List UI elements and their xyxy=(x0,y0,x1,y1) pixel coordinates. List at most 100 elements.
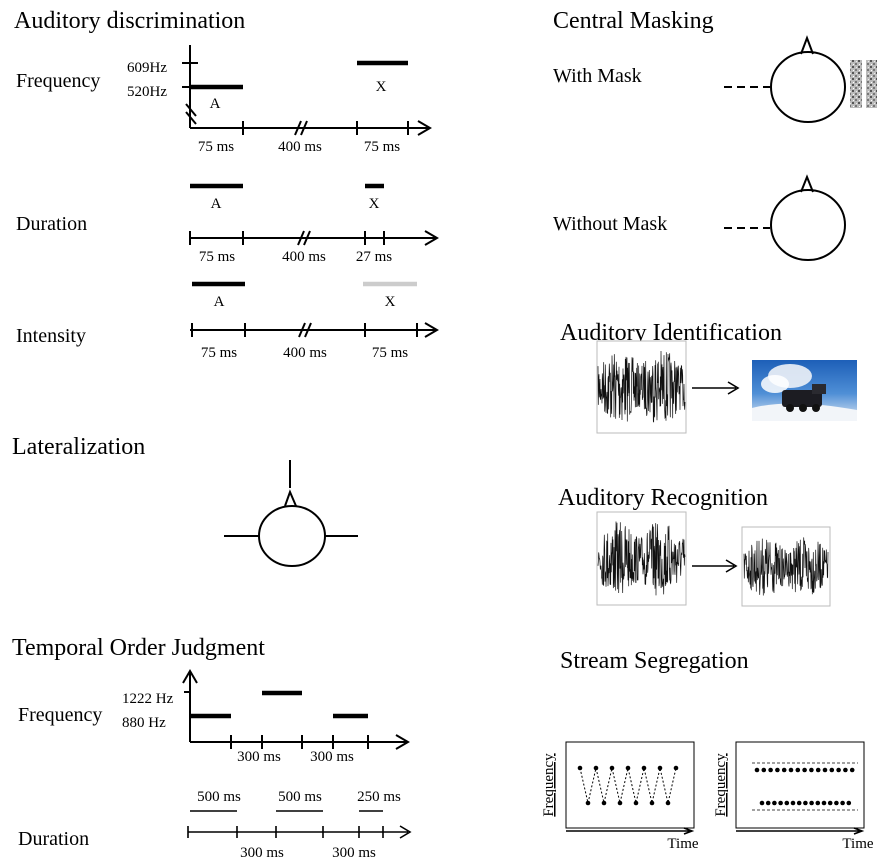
row-label: Duration xyxy=(18,828,89,850)
tone-dot xyxy=(754,767,760,773)
tone-dot xyxy=(809,767,814,773)
tone-dot xyxy=(796,800,802,806)
tone-label: A xyxy=(210,96,221,112)
time-label: 300 ms xyxy=(332,845,376,860)
condition-label: With Mask xyxy=(553,65,642,87)
time-label: 400 ms xyxy=(283,345,327,361)
central-masking: Central Masking With Mask Without Mask xyxy=(553,8,877,261)
freq-label: 1222 Hz xyxy=(122,691,174,707)
tone-dot xyxy=(784,800,790,806)
row-label: Frequency xyxy=(16,70,100,92)
section-title: Central Masking xyxy=(553,8,714,34)
tone-dot xyxy=(846,800,852,806)
tone-label: 500 ms xyxy=(197,789,241,805)
tone-dot xyxy=(657,765,663,771)
nose xyxy=(284,489,297,507)
head xyxy=(770,189,846,261)
axis-break xyxy=(185,103,197,125)
tone-dot xyxy=(802,767,807,773)
tone-dot xyxy=(765,800,771,806)
tone-dot xyxy=(761,767,767,773)
ticks xyxy=(189,230,385,246)
freq-label: 520Hz xyxy=(127,84,167,100)
time-axis xyxy=(190,734,410,750)
section-title: Auditory Recognition xyxy=(558,485,768,511)
time-arrow xyxy=(566,827,695,835)
tone-dot xyxy=(577,765,583,771)
time-label: 300 ms xyxy=(310,749,354,765)
row-label: Duration xyxy=(16,213,87,235)
time-label: 75 ms xyxy=(372,345,408,361)
time-label: 300 ms xyxy=(240,845,284,860)
arrow xyxy=(692,559,738,573)
tone-dot xyxy=(609,765,615,771)
ticks xyxy=(230,735,369,749)
tone-dot xyxy=(601,800,607,806)
head xyxy=(258,505,326,567)
ticks xyxy=(242,120,409,136)
axis-label: Frequency xyxy=(541,753,557,817)
tone-dot xyxy=(775,767,780,773)
tone-dot xyxy=(641,765,647,771)
time-label: 75 ms xyxy=(198,139,234,155)
nose xyxy=(800,174,814,193)
time-label: 400 ms xyxy=(282,249,326,265)
tone-dot xyxy=(625,765,631,771)
tone-dot xyxy=(803,800,808,806)
time-axis xyxy=(190,120,432,136)
tone-dot xyxy=(617,800,623,806)
tone-dot xyxy=(815,800,821,806)
time-axis xyxy=(188,825,412,839)
section-title: Temporal Order Judgment xyxy=(12,635,265,661)
tone-dot xyxy=(768,767,773,773)
waveform xyxy=(743,537,829,596)
tone-label: 500 ms xyxy=(278,789,322,805)
nose xyxy=(800,35,814,55)
tone-dot xyxy=(809,800,814,806)
tone-label: X xyxy=(369,196,380,212)
time-axis xyxy=(190,230,439,246)
train-photo xyxy=(752,360,857,421)
tone-dot xyxy=(795,767,801,773)
freq-axis xyxy=(182,669,198,742)
tone-dot xyxy=(673,765,679,771)
tone-dot xyxy=(759,800,765,806)
ticks xyxy=(187,826,384,838)
freq-label: 880 Hz xyxy=(122,715,166,731)
tone-dot xyxy=(633,800,639,806)
time-arrow xyxy=(736,827,865,835)
time-label: 75 ms xyxy=(201,345,237,361)
tone-dot xyxy=(781,767,787,773)
tone-dot xyxy=(665,800,671,806)
tone-dot xyxy=(840,800,845,806)
tone-label: X xyxy=(376,79,387,95)
head xyxy=(770,51,846,123)
waveform xyxy=(597,521,686,596)
stream-segregation: Stream Segregation Frequency Time Freque… xyxy=(541,648,874,852)
tone-dot xyxy=(815,767,821,773)
tone-dot xyxy=(829,767,835,773)
section-title: Auditory discrimination xyxy=(14,8,245,34)
tone-dot xyxy=(849,767,855,773)
tone-dot xyxy=(843,767,848,773)
auditory-recognition: Auditory Recognition xyxy=(558,485,831,607)
time-label: 300 ms xyxy=(237,749,281,765)
ticks xyxy=(191,322,418,338)
time-label: 75 ms xyxy=(199,249,235,265)
time-label: 400 ms xyxy=(278,139,322,155)
auditory-identification: Auditory Identification xyxy=(560,320,857,434)
tone-dot xyxy=(772,800,777,806)
tone-label: 250 ms xyxy=(357,789,401,805)
tone-dot xyxy=(821,800,827,806)
time-label: 27 ms xyxy=(356,249,392,265)
mask-noise xyxy=(866,60,877,108)
tone-label: X xyxy=(385,294,396,310)
lateralization: Lateralization xyxy=(12,434,358,567)
tone-dot xyxy=(827,800,833,806)
tone-dot xyxy=(593,765,599,771)
tone-dot xyxy=(790,800,796,806)
tone-dot xyxy=(822,767,828,773)
axis-label: Frequency xyxy=(713,753,729,817)
tone-label: A xyxy=(214,294,225,310)
